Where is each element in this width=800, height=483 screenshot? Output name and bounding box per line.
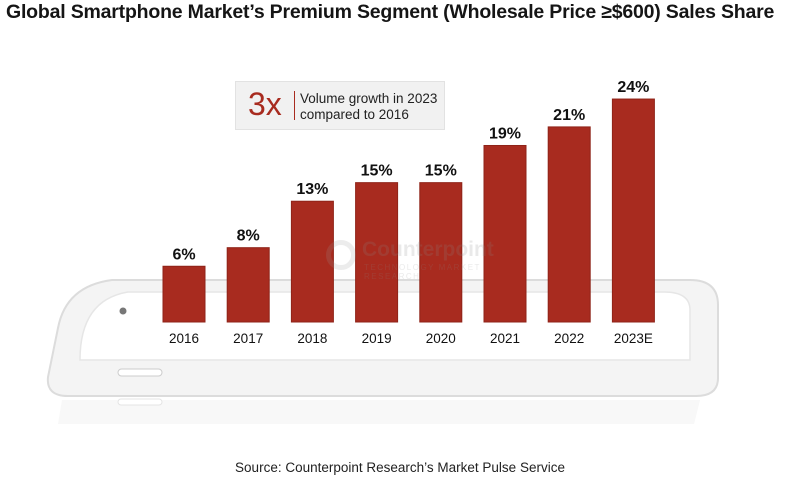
value-label-2022: 21%: [553, 107, 585, 124]
bar-2019: [355, 182, 399, 323]
growth-callout: 3x Volume growth in 2023 compared to 201…: [235, 81, 445, 130]
phone-button-reflection: [117, 398, 163, 406]
category-label-2021: 2021: [490, 331, 520, 346]
bar-2023E: [611, 98, 655, 323]
bars-layer: [162, 98, 655, 323]
value-label-2016: 6%: [172, 246, 195, 263]
category-label-2023E: 2023E: [614, 331, 653, 346]
chart-title: Global Smartphone Market’s Premium Segme…: [6, 1, 775, 23]
category-label-2016: 2016: [169, 331, 199, 346]
watermark-tagline: TECHNOLOGY MARKET RESEARCH: [364, 263, 481, 281]
value-label-2017: 8%: [237, 228, 260, 245]
phone-reflection: [58, 400, 700, 424]
category-label-2020: 2020: [426, 331, 456, 346]
counterpoint-logo-icon: [326, 240, 356, 270]
bar-2016: [162, 265, 206, 323]
bar-2020: [419, 182, 463, 323]
category-label-2022: 2022: [554, 331, 584, 346]
category-label-2018: 2018: [297, 331, 327, 346]
phone-camera: [119, 307, 127, 315]
callout-divider: [294, 91, 295, 120]
value-label-2019: 15%: [361, 163, 393, 180]
category-label-2017: 2017: [233, 331, 263, 346]
value-label-2020: 15%: [425, 163, 457, 180]
value-label-2023E: 24%: [617, 79, 649, 96]
bar-2017: [226, 247, 270, 323]
bar-2021: [483, 144, 527, 323]
callout-text: Volume growth in 2023 compared to 2016: [300, 91, 442, 123]
callout-text-line1: Volume growth in 2023: [300, 91, 438, 106]
value-label-2021: 19%: [489, 125, 521, 142]
watermark: Counterpoint TECHNOLOGY MARKET RESEARCH: [326, 238, 506, 281]
bar-2018: [290, 200, 334, 323]
phone-button: [117, 368, 163, 377]
bar-2022: [547, 126, 591, 323]
category-labels-layer: 2016 2017 2018 2019 2020 2021 2022 2023E: [169, 331, 653, 346]
value-labels-layer: 6% 8% 13% 15% 15% 19% 21% 24%: [172, 79, 649, 263]
category-label-2019: 2019: [362, 331, 392, 346]
callout-text-line2: compared to 2016: [300, 107, 409, 122]
source-note: Source: Counterpoint Research’s Market P…: [235, 460, 565, 475]
value-label-2018: 13%: [296, 181, 328, 198]
callout-multiplier: 3x: [248, 86, 282, 122]
watermark-name: Counterpoint: [362, 238, 494, 261]
